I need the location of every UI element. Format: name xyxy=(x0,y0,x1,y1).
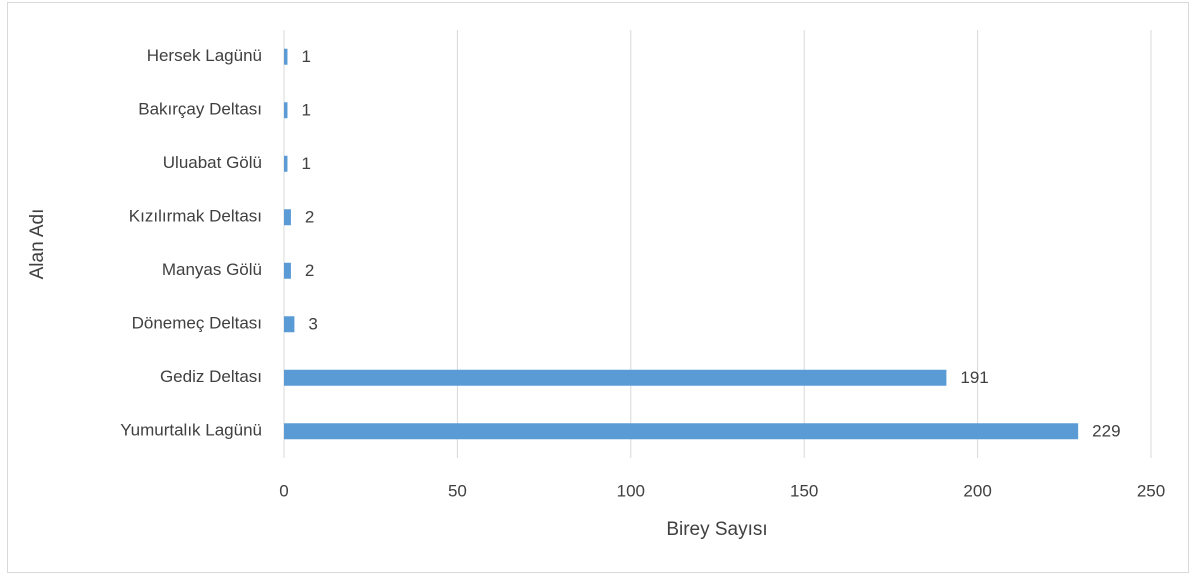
data-label: 1 xyxy=(301,101,310,120)
data-label: 1 xyxy=(301,154,310,173)
y-tick-label: Dönemeç Deltası xyxy=(132,314,262,333)
data-label: 1 xyxy=(301,47,310,66)
y-tick-label: Yumurtalık Lagünü xyxy=(120,421,262,440)
bar xyxy=(284,316,295,333)
bar xyxy=(284,262,291,279)
bar xyxy=(284,209,291,226)
y-tick-label: Bakırçay Deltası xyxy=(138,100,262,119)
x-tick-label: 50 xyxy=(448,481,467,500)
bar xyxy=(284,48,288,65)
bar xyxy=(284,102,288,119)
y-tick-label: Manyas Gölü xyxy=(162,260,262,279)
data-label: 2 xyxy=(305,261,314,280)
x-tick-label: 100 xyxy=(617,481,645,500)
x-tick-label: 250 xyxy=(1137,481,1165,500)
y-axis-label: Alan Adı xyxy=(27,209,48,280)
bar xyxy=(284,423,1079,440)
x-tick-label: 150 xyxy=(790,481,818,500)
data-label: 229 xyxy=(1092,422,1120,441)
x-axis-label: Birey Sayısı xyxy=(666,519,767,540)
bar xyxy=(284,369,947,386)
y-tick-label: Gediz Deltası xyxy=(160,367,262,386)
data-label: 3 xyxy=(308,315,317,334)
x-tick-label: 200 xyxy=(963,481,991,500)
data-label: 2 xyxy=(305,208,314,227)
y-tick-label: Hersek Lagünü xyxy=(147,46,262,65)
y-tick-label: Kızılırmak Deltası xyxy=(129,207,262,226)
y-tick-label: Uluabat Gölü xyxy=(163,153,262,172)
chart-frame xyxy=(7,2,1189,573)
bar xyxy=(284,155,288,172)
x-tick-label: 0 xyxy=(279,481,288,500)
data-label: 191 xyxy=(960,368,988,387)
